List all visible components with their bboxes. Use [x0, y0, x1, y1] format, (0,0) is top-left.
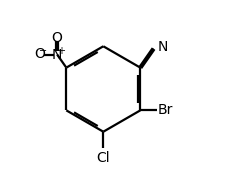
Text: O: O — [34, 47, 45, 61]
Text: N: N — [157, 40, 167, 54]
Text: Br: Br — [157, 103, 173, 117]
Text: O: O — [52, 31, 62, 45]
Text: +: + — [57, 46, 65, 56]
Text: −: − — [39, 46, 47, 56]
Text: Cl: Cl — [96, 151, 110, 165]
Text: N: N — [52, 48, 62, 62]
